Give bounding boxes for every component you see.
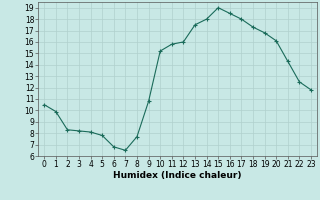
X-axis label: Humidex (Indice chaleur): Humidex (Indice chaleur) [113,171,242,180]
